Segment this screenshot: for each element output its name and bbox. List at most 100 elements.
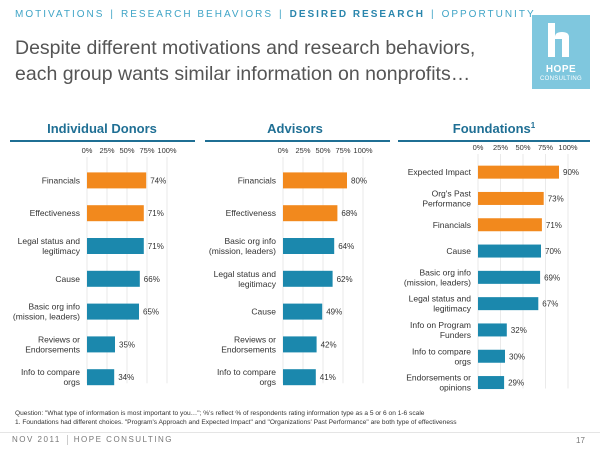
category-label-line: Info on Program [410,320,471,330]
bar [87,270,140,287]
category-label-line: Effectiveness [30,208,80,218]
category-label: Effectiveness [226,208,276,218]
footer: NOV 2011 HOPE CONSULTING [12,435,173,445]
category-label-line: Endorsements [25,344,80,354]
bar-value-label: 71% [546,221,562,230]
bar [283,205,338,222]
nav-item-desired-research[interactable]: DESIRED RESEARCH [289,9,425,20]
bar-value-label: 70% [545,247,561,256]
category-label-line: Legal status and [214,269,277,279]
category-label-line: orgs [259,377,276,387]
footnote-question: Question: "What type of information is m… [15,410,425,417]
category-label: Reviews or Endorsements [25,334,80,354]
section-nav: MOTIVATIONS | RESEARCH BEHAVIORS | DESIRED R… [15,9,536,20]
category-label: Legal status and legitimacy [409,294,472,314]
category-label: Info to compare orgs [217,367,276,387]
category-label: Info on Program Funders [410,320,471,340]
bar-value-label: 49% [326,308,342,317]
category-label: Cause [55,274,80,284]
bar [87,172,147,189]
footnotes: Question: "What type of information is m… [15,409,590,427]
category-label-line: (mission, leaders) [404,277,471,287]
category-label-line: Info to compare [21,367,80,377]
bar-value-label: 34% [118,373,134,382]
bar-value-label: 68% [341,209,357,218]
bar-value-label: 80% [351,176,367,185]
category-label: Cause [251,307,276,317]
bar [283,238,335,254]
nav-item-research-behaviors[interactable]: RESEARCH BEHAVIORS [121,9,273,20]
x-tick-label: 100% [558,143,578,152]
category-label-line: Funders [440,330,471,340]
category-label-line: legitimacy [42,246,81,256]
bar [478,349,505,363]
chart-title-superscript: 1 [531,121,536,130]
category-label-line: Info to compare [412,346,471,356]
x-tick-label: 25% [295,146,310,155]
category-label-line: Legal status and [18,236,81,246]
x-tick-label: 25% [493,143,508,152]
hope-consulting-logo: HOPE CONSULTING [532,15,590,89]
category-label-line: legitimacy [238,279,277,289]
bar [478,270,541,284]
bar [87,369,115,386]
footer-separator [66,435,68,445]
category-label-line: Info to compare [217,367,276,377]
bar-value-label: 66% [144,275,160,284]
category-label: Basic org info (mission, leaders) [209,236,276,256]
category-label: Cause [446,246,471,256]
bar [478,165,559,179]
x-tick-label: 0% [473,143,484,152]
x-tick-label: 0% [82,146,93,155]
bar-value-label: 41% [320,373,336,382]
bar [478,244,541,258]
bar [283,336,317,353]
category-label: Basic org info (mission, leaders) [404,267,471,287]
nav-separator: | [278,9,284,20]
category-label-line: orgs [63,377,80,387]
bar-value-label: 67% [542,300,558,309]
bar-value-label: 74% [150,176,166,185]
x-tick-label: 50% [515,143,530,152]
x-tick-label: 0% [278,146,289,155]
nav-separator: | [430,9,436,20]
category-label-line: Basic org info [420,267,472,277]
category-label-line: opinions [439,383,471,393]
category-label: Legal status and legitimacy [214,269,277,289]
category-label-line: Cause [446,246,471,256]
chart-title: Advisors [267,121,323,136]
bar [478,191,544,205]
category-label-line: (mission, leaders) [209,246,276,256]
bar-value-label: 65% [143,308,159,317]
x-tick-label: 75% [538,143,553,152]
nav-item-opportunity[interactable]: OPPORTUNITY [441,9,536,20]
category-label-line: legitimacy [433,304,472,314]
footer-divider [0,432,600,433]
bar-value-label: 64% [338,242,354,251]
chart-title: Individual Donors [47,121,157,136]
chart-panel-2: Advisors 0% 25% 50% 75% 100% 80% Financials 68% E… [205,121,390,387]
chart-title: Foundations1 [453,121,536,136]
x-tick-label: 100% [353,146,373,155]
bar-value-label: 42% [321,340,337,349]
category-label-line: Reviews or [38,334,80,344]
x-tick-label: 50% [315,146,330,155]
category-label-line: Endorsements [221,344,276,354]
bar [87,205,144,222]
bar [87,303,139,320]
footer-company: HOPE CONSULTING [73,435,174,445]
category-label: Org's Past Performance [422,188,471,208]
nav-item-motivations[interactable]: MOTIVATIONS [15,9,105,20]
bar-value-label: 73% [548,194,564,203]
category-label-line: Expected Impact [408,167,472,177]
x-tick-label: 75% [139,146,154,155]
bar [283,172,347,189]
category-label-line: Endorsements or [406,373,471,383]
bar-value-label: 62% [337,275,353,284]
category-label: Info to compare orgs [412,346,471,366]
chart-panel-1: Individual Donors 0% 25% 50% 75% 100% 74% Finan… [10,121,195,387]
category-label-line: Financials [238,175,276,185]
category-label-line: Basic org info [29,302,81,312]
bar [478,297,539,311]
category-label-line: Cause [251,307,276,317]
